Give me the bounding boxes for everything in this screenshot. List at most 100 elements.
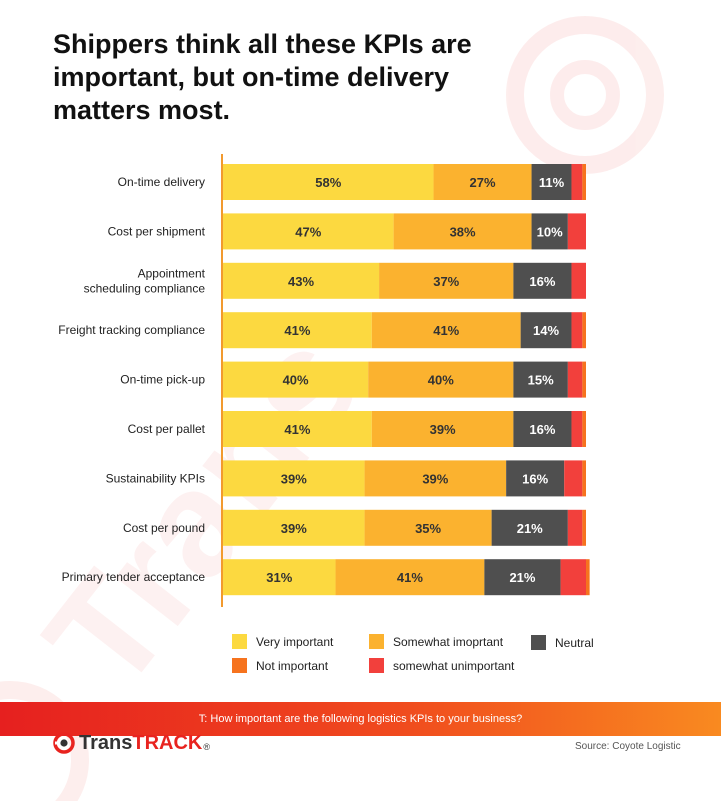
bar-segment-neutral bbox=[520, 312, 572, 349]
category-label: scheduling compliance bbox=[84, 281, 206, 295]
category-label: On-time delivery bbox=[118, 175, 205, 189]
data-label: 10% bbox=[537, 224, 563, 239]
bar-segment-somewhat-important bbox=[371, 411, 514, 447]
bar-segment-very-important bbox=[223, 213, 394, 250]
bar-segment-very-important bbox=[223, 509, 365, 546]
data-label: 41% bbox=[284, 323, 310, 338]
bar-segment-somewhat-unimportant bbox=[567, 213, 586, 250]
logo-text-trans: Trans bbox=[79, 731, 133, 754]
category-label: Cost per pallet bbox=[128, 422, 206, 436]
legend-label: somewhat unimportant bbox=[393, 658, 515, 673]
bar-segment-very-important bbox=[223, 460, 365, 497]
bar-segment-somewhat-important bbox=[433, 164, 532, 200]
data-label: 39% bbox=[430, 422, 456, 437]
bar-segment-very-important bbox=[223, 559, 336, 596]
legend-item-neutral: Neutral bbox=[531, 635, 594, 650]
data-label: 37% bbox=[433, 274, 459, 289]
bar-segment-somewhat-unimportant bbox=[567, 361, 583, 398]
bar-segment-somewhat-unimportant bbox=[571, 164, 583, 200]
bar-segment-somewhat-unimportant bbox=[564, 460, 583, 497]
legend-swatch-not-important bbox=[232, 658, 247, 673]
category-label: Cost per pound bbox=[123, 521, 205, 535]
transtrack-logo-icon bbox=[53, 732, 75, 754]
legend-label: Somewhat imoprtant bbox=[393, 634, 504, 649]
data-label: 16% bbox=[529, 274, 555, 289]
data-label: 21% bbox=[509, 570, 535, 585]
survey-question: T: How important are the following logis… bbox=[198, 713, 523, 725]
data-label: 39% bbox=[422, 471, 448, 486]
bar-segment-somewhat-unimportant bbox=[567, 509, 583, 546]
legend-label: Very important bbox=[256, 634, 334, 649]
bar-segment-somewhat-unimportant bbox=[571, 262, 586, 299]
bar-segment-neutral bbox=[531, 213, 568, 250]
bar-segment-somewhat-important bbox=[371, 312, 521, 349]
data-label: 16% bbox=[522, 471, 548, 486]
data-label: 35% bbox=[415, 521, 441, 536]
stacked-bar-chart: 58% 27% 11% On-time delivery 47% 38% 10% Cost p… bbox=[58, 154, 590, 607]
bar-segment-neutral bbox=[484, 559, 561, 596]
bar-segment-somewhat-unimportant bbox=[571, 312, 583, 349]
legend-swatch-neutral bbox=[531, 635, 546, 650]
legend-item-very-important: Very important bbox=[232, 634, 333, 649]
category-label: On-time pick-up bbox=[120, 373, 205, 387]
bar-segment-somewhat-important bbox=[379, 262, 514, 299]
legend-swatch-somewhat-important bbox=[369, 634, 384, 649]
bar-segment-very-important bbox=[223, 312, 372, 349]
bar-segment-somewhat-important bbox=[368, 361, 514, 398]
data-label: 41% bbox=[433, 323, 459, 338]
data-label: 15% bbox=[528, 373, 554, 388]
data-label: 11% bbox=[539, 175, 565, 190]
bar-row-on-time-delivery: 58% 27% 11% On-time delivery bbox=[118, 164, 586, 200]
data-label: 41% bbox=[397, 570, 423, 585]
bar-segment-neutral bbox=[513, 361, 568, 398]
data-label: 39% bbox=[281, 471, 307, 486]
bar-segment-somewhat-important bbox=[364, 509, 492, 546]
watermark-ring-icon bbox=[506, 16, 664, 174]
bar-segment-somewhat-important bbox=[364, 460, 507, 497]
category-label: Primary tender acceptance bbox=[62, 570, 206, 584]
source-note: Source: Coyote Logistic bbox=[575, 741, 681, 752]
data-label: 41% bbox=[284, 422, 310, 437]
bar-segment-very-important bbox=[223, 361, 369, 398]
bar-segment-not-important bbox=[586, 559, 590, 596]
bar-segment-not-important bbox=[582, 411, 586, 447]
bar-row-freight-tracking-compliance: 41% 41% 14% Freight tracking compliance bbox=[58, 312, 586, 349]
legend-item-not-important: Not important bbox=[232, 658, 328, 673]
legend-label: Not important bbox=[256, 658, 329, 673]
bar-segment-neutral bbox=[491, 509, 568, 546]
bar-segment-somewhat-important bbox=[393, 213, 532, 250]
legend-item-somewhat-important: Somewhat imoprtant bbox=[369, 634, 503, 649]
logo-text-track: TRACK bbox=[132, 731, 203, 754]
data-label: 40% bbox=[428, 373, 454, 388]
bar-row-cost-per-pallet: 41% 39% 16% Cost per pallet bbox=[128, 411, 586, 447]
bar-row-sustainability-kpis: 39% 39% 16% Sustainability KPIs bbox=[106, 460, 586, 497]
bar-segment-not-important bbox=[582, 361, 586, 398]
bar-segment-somewhat-unimportant bbox=[560, 559, 586, 596]
bar-segment-neutral bbox=[531, 164, 572, 200]
bar-segment-neutral bbox=[506, 460, 565, 497]
bar-segment-somewhat-important bbox=[335, 559, 485, 596]
data-label: 58% bbox=[315, 175, 341, 190]
bar-segment-not-important bbox=[582, 164, 586, 200]
category-label: Cost per shipment bbox=[108, 224, 206, 238]
bar-row-cost-per-shipment: 47% 38% 10% Cost per shipment bbox=[108, 213, 586, 250]
bar-segment-not-important bbox=[582, 509, 586, 546]
data-label: 16% bbox=[529, 422, 555, 437]
data-label: 47% bbox=[295, 224, 321, 239]
data-label: 14% bbox=[533, 323, 559, 338]
data-label: 38% bbox=[450, 224, 476, 239]
bar-segment-neutral bbox=[513, 262, 572, 299]
bar-row-on-time-pick-up: 40% 40% 15% On-time pick-up bbox=[120, 361, 586, 398]
bar-segment-very-important bbox=[223, 411, 372, 447]
legend-item-somewhat-unimportant: somewhat unimportant bbox=[369, 658, 514, 673]
data-label: 31% bbox=[266, 570, 292, 585]
category-label: Freight tracking compliance bbox=[58, 323, 205, 337]
data-label: 21% bbox=[517, 521, 543, 536]
bar-segment-neutral bbox=[513, 411, 572, 447]
legend-label: Neutral bbox=[555, 635, 594, 650]
bar-segment-not-important bbox=[582, 312, 586, 349]
bar-segment-very-important bbox=[223, 262, 380, 299]
legend: Very important Somewhat imoprtant Neutra… bbox=[232, 634, 652, 676]
question-banner: T: How important are the following logis… bbox=[0, 702, 721, 736]
